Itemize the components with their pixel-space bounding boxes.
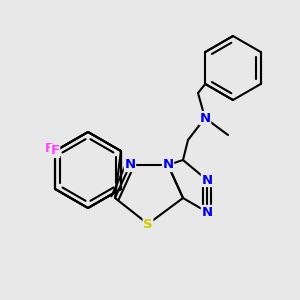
Text: F: F — [50, 145, 60, 158]
Text: N: N — [124, 158, 136, 172]
Text: S: S — [143, 218, 153, 230]
Text: F: F — [45, 142, 53, 154]
Text: N: N — [162, 158, 174, 172]
Text: N: N — [201, 206, 213, 218]
Text: N: N — [200, 112, 211, 124]
Text: N: N — [201, 173, 213, 187]
